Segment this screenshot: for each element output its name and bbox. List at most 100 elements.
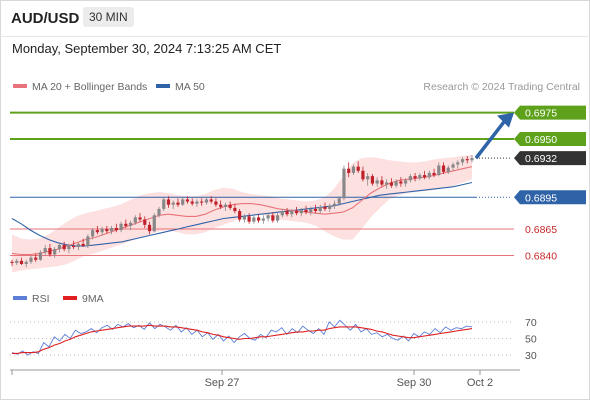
ma20-legend-swatch [13,84,27,88]
candle-body [456,162,460,165]
candle [57,242,62,253]
candle-body [337,198,341,204]
candle [361,166,365,182]
candlesticks [10,154,474,268]
rsi-line [11,319,473,356]
candle-body [72,246,76,248]
candle [380,176,384,187]
candle-body [152,215,156,232]
candle-body [95,230,99,233]
resistance-level-label: 0.6975 [525,108,557,120]
candle-body [43,248,47,253]
candle-body [200,201,204,203]
candle-body [219,204,223,207]
copyright-label: Research © 2024 Trading Central [423,81,580,93]
candle [34,253,38,262]
candle-body [62,244,66,250]
candle [356,161,360,173]
candle-body [299,210,303,214]
candle-body [451,164,455,168]
candle [242,214,246,223]
candle-body [109,228,114,232]
candle [86,234,90,249]
candle [280,208,284,218]
candle [313,204,318,214]
rsi-tick-label: 70 [525,317,537,329]
candle [72,240,76,250]
candle-body [285,211,289,215]
candle-body [76,243,80,248]
candle-body [290,211,294,215]
candle-body [309,208,313,213]
candle [366,172,370,186]
candle [399,177,403,187]
candle [456,160,460,169]
candle-body [261,218,265,221]
resistance-level-tag: 0.6975 [514,105,586,120]
candle [29,255,33,264]
pivot-level-tag: 0.6895 [514,190,586,205]
candle [389,178,393,188]
current-tag-bg [514,151,586,166]
ma20-legend-label: MA 20 + Bollinger Bands [32,81,147,93]
candle [214,198,218,207]
candle-body [53,249,57,255]
timeframe-button[interactable]: 30 MIN [83,7,134,27]
candle-body [223,204,228,207]
candle [209,196,213,204]
candle-body [422,175,427,178]
candle-body [380,180,384,185]
candle [114,223,118,233]
resistance-level-label: 0.6950 [525,134,557,146]
candle [185,196,190,204]
candle [62,241,66,252]
candle-body [437,165,441,176]
candle [228,201,232,210]
candle-body [195,201,199,204]
trend-arrow [474,112,514,160]
candle-body [256,217,261,221]
candle [195,199,199,207]
candle [204,197,209,205]
candle [109,225,114,235]
candle-body [275,215,280,221]
candle-body [10,261,14,263]
candle-body [266,215,270,219]
candle [404,178,408,187]
ma50-legend-label: MA 50 [175,81,205,93]
candle [43,244,47,256]
candle-body [157,208,161,216]
candle-body [185,199,190,202]
candle-body [228,204,232,208]
candle-body [190,201,194,204]
candle-body [166,199,171,205]
level-labels: 0.6975 0.6950 0.6932 0.6895 0.6865 0.6840 [514,105,586,263]
candle-body [389,182,393,186]
candle-body [446,167,450,172]
ma50-legend-swatch [156,84,170,88]
candle [200,198,204,206]
pivot-level-label: 0.6895 [525,192,557,204]
candle [95,225,99,235]
x-tick-label: Sep 30 [397,377,432,389]
candle [76,242,80,251]
candle [394,179,398,188]
candle [157,206,161,218]
candle [385,179,389,189]
candle-body [57,244,62,250]
candle [446,165,450,174]
candle-body [328,205,332,209]
candle-body [427,172,431,178]
candle-body [332,203,337,206]
support-level-label: 0.6865 [525,224,557,236]
candle [81,238,85,248]
candle [299,207,303,217]
candle-body [238,211,242,220]
candle [275,213,280,223]
bollinger-bands [12,154,472,273]
candle [408,174,412,183]
candle-body [105,229,109,232]
candle [252,215,256,224]
candle-body [247,216,251,222]
